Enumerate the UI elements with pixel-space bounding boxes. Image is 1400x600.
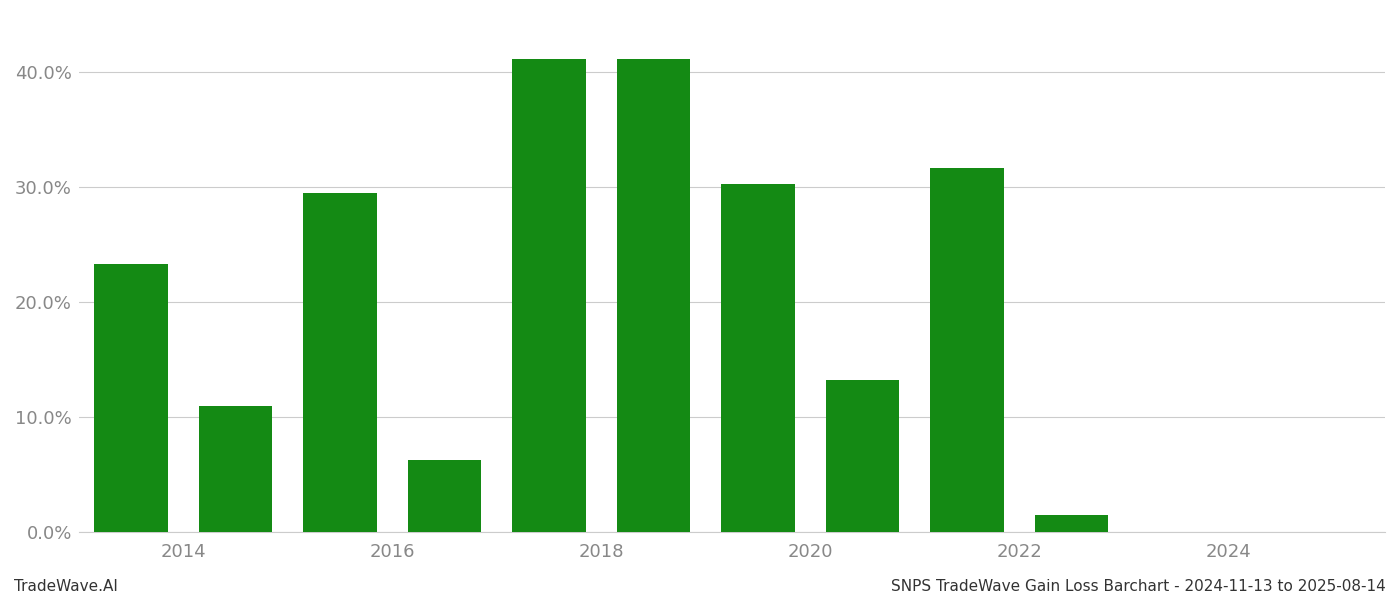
Bar [931,168,1004,532]
Bar [826,380,899,532]
Bar [721,184,795,532]
Bar [199,406,272,532]
Bar [617,59,690,532]
Text: SNPS TradeWave Gain Loss Barchart - 2024-11-13 to 2025-08-14: SNPS TradeWave Gain Loss Barchart - 2024… [892,579,1386,594]
Bar [512,59,585,532]
Bar [94,264,168,532]
Bar [304,193,377,532]
Text: TradeWave.AI: TradeWave.AI [14,579,118,594]
Bar [1035,515,1107,532]
Bar [407,460,482,532]
